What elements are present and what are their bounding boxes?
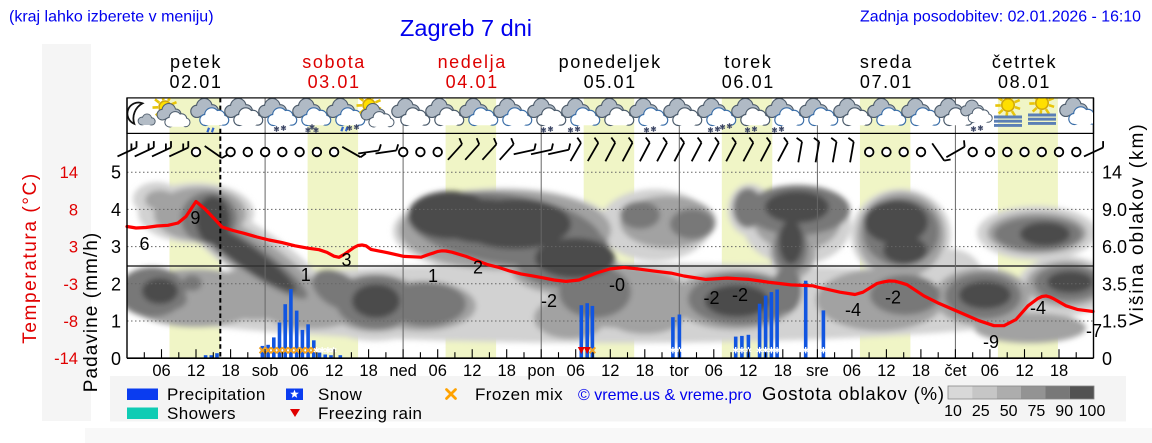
svg-text:18: 18: [774, 362, 792, 380]
svg-text:-2: -2: [703, 288, 719, 308]
svg-text:1: 1: [111, 312, 121, 332]
svg-text:25: 25: [972, 403, 990, 420]
svg-text:-2: -2: [885, 288, 901, 308]
svg-text:2: 2: [473, 258, 483, 278]
svg-text:4: 4: [111, 200, 121, 220]
svg-text:8: 8: [69, 201, 78, 219]
svg-text:-3: -3: [63, 276, 78, 294]
svg-text:9.0: 9.0: [1102, 200, 1127, 220]
svg-text:90: 90: [1055, 403, 1073, 420]
svg-text:torek: torek: [724, 52, 772, 72]
svg-text:6.0: 6.0: [1102, 237, 1127, 257]
svg-text:18: 18: [359, 362, 377, 380]
svg-text:75: 75: [1028, 403, 1046, 420]
svg-text:3: 3: [341, 250, 351, 270]
svg-text:čet: čet: [944, 362, 966, 380]
svg-text:3: 3: [69, 239, 78, 257]
svg-text:5: 5: [111, 163, 121, 183]
svg-text:nedelja: nedelja: [438, 52, 507, 72]
svg-text:06.01: 06.01: [722, 72, 775, 92]
svg-text:Zadnja posodobitev: 02.01.2026: Zadnja posodobitev: 02.01.2026 - 16:10: [860, 9, 1141, 26]
svg-text:0: 0: [111, 349, 121, 369]
svg-text:1: 1: [301, 265, 311, 285]
svg-text:18: 18: [636, 362, 654, 380]
svg-text:© vreme.us & vreme.pro: © vreme.us & vreme.pro: [578, 387, 752, 404]
svg-text:Gostota oblakov (%): Gostota oblakov (%): [762, 383, 945, 404]
svg-text:18: 18: [1050, 362, 1068, 380]
svg-text:06: 06: [981, 362, 999, 380]
svg-text:Showers: Showers: [167, 404, 236, 423]
svg-text:12: 12: [1015, 362, 1033, 380]
svg-text:06: 06: [152, 362, 170, 380]
svg-text:06: 06: [429, 362, 447, 380]
svg-text:-2: -2: [732, 285, 748, 305]
svg-text:sobota: sobota: [302, 52, 366, 72]
svg-text:18: 18: [498, 362, 516, 380]
svg-text:Zagreb 7 dni: Zagreb 7 dni: [400, 15, 532, 41]
svg-text:12: 12: [325, 362, 343, 380]
svg-text:2: 2: [111, 274, 121, 294]
svg-text:1: 1: [428, 266, 438, 286]
svg-text:pon: pon: [527, 362, 555, 380]
svg-text:ned: ned: [389, 362, 417, 380]
svg-text:05.01: 05.01: [584, 72, 637, 92]
svg-text:tor: tor: [670, 362, 690, 380]
svg-text:petek: petek: [170, 52, 222, 72]
svg-text:10: 10: [944, 403, 962, 420]
svg-text:-4: -4: [845, 300, 861, 320]
svg-text:-8: -8: [63, 313, 78, 331]
svg-text:sob: sob: [252, 362, 279, 380]
svg-text:12: 12: [463, 362, 481, 380]
svg-text:Snow: Snow: [318, 385, 362, 404]
svg-text:9: 9: [190, 208, 200, 228]
svg-text:04.01: 04.01: [446, 72, 499, 92]
svg-text:12: 12: [187, 362, 205, 380]
svg-text:12: 12: [877, 362, 895, 380]
svg-text:Freezing rain: Freezing rain: [318, 404, 422, 423]
svg-text:-4: -4: [1030, 298, 1046, 318]
svg-text:-9: -9: [983, 332, 999, 352]
svg-text:3: 3: [111, 237, 121, 257]
svg-text:četrtek: četrtek: [992, 52, 1057, 72]
svg-text:Padavine (mm/h): Padavine (mm/h): [81, 232, 102, 392]
svg-text:14: 14: [60, 164, 78, 182]
svg-text:06: 06: [705, 362, 723, 380]
svg-text:02.01: 02.01: [169, 72, 222, 92]
svg-text:06: 06: [843, 362, 861, 380]
svg-text:06: 06: [567, 362, 585, 380]
svg-text:-14: -14: [54, 350, 78, 368]
svg-text:50: 50: [1000, 403, 1018, 420]
svg-text:Frozen mix: Frozen mix: [475, 385, 563, 404]
svg-text:1.5: 1.5: [1102, 312, 1127, 332]
svg-text:0: 0: [1102, 349, 1112, 369]
svg-text:100: 100: [1079, 403, 1106, 420]
svg-text:12: 12: [739, 362, 757, 380]
svg-text:Višina oblakov (km): Višina oblakov (km): [1127, 122, 1148, 325]
svg-text:Temperatura (°C): Temperatura (°C): [20, 172, 41, 344]
svg-text:(kraj lahko izberete v meniju): (kraj lahko izberete v meniju): [9, 9, 214, 26]
svg-text:Precipitation: Precipitation: [167, 385, 266, 404]
svg-text:3.5: 3.5: [1102, 274, 1127, 294]
svg-text:6: 6: [139, 234, 149, 254]
svg-text:06: 06: [290, 362, 308, 380]
svg-text:07.01: 07.01: [860, 72, 913, 92]
svg-text:sreda: sreda: [860, 52, 913, 72]
svg-text:14: 14: [1102, 163, 1122, 183]
svg-text:18: 18: [912, 362, 930, 380]
svg-text:sre: sre: [806, 362, 829, 380]
svg-text:12: 12: [601, 362, 619, 380]
svg-text:18: 18: [221, 362, 239, 380]
svg-text:-0: -0: [609, 275, 625, 295]
svg-text:-2: -2: [541, 291, 557, 311]
svg-text:03.01: 03.01: [308, 72, 361, 92]
svg-text:08.01: 08.01: [998, 72, 1051, 92]
svg-text:ponedeljek: ponedeljek: [559, 52, 662, 72]
